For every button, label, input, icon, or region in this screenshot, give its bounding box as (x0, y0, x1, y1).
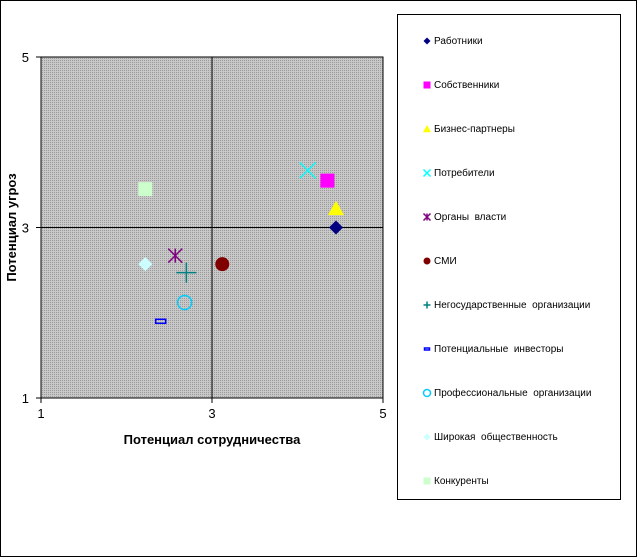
legend-label: Собственники (434, 79, 500, 91)
legend-item: Профессиональные организации (398, 383, 591, 403)
legend-item: Органы власти (398, 207, 506, 227)
legend-label: Негосударственные организации (434, 299, 591, 311)
data-point-1 (328, 220, 343, 235)
legend-marker-icon (423, 433, 431, 441)
legend-marker-icon (422, 212, 432, 222)
legend-marker-icon (423, 347, 431, 351)
data-point-3 (327, 200, 344, 216)
data-point-5 (167, 248, 183, 264)
legend-item: Негосударственные организации (398, 295, 590, 315)
data-point-9 (176, 294, 193, 311)
legend-label: Профессиональные организации (434, 387, 592, 399)
data-point-11 (138, 182, 153, 197)
legend-item: СМИ (398, 251, 457, 271)
legend-item: Бизнес-партнеры (398, 119, 515, 139)
data-point-10 (138, 257, 153, 272)
y-tick-label: 5 (22, 50, 29, 65)
legend-marker-icon (423, 257, 431, 265)
legend-marker-icon (423, 301, 431, 309)
legend-marker-icon (423, 37, 431, 45)
x-axis-title: Потенциал сотрудничества (124, 432, 302, 447)
legend-item: Работники (398, 31, 483, 51)
y-axis-title: Потенциал угроз (4, 173, 19, 282)
legend-label: СМИ (434, 255, 457, 267)
legend-label: Работники (434, 35, 483, 47)
legend-item: Потребители (398, 163, 495, 183)
legend-marker-icon (422, 388, 432, 398)
legend-label: Органы власти (434, 211, 507, 223)
legend-label: Потенциальные инвесторы (434, 343, 564, 355)
legend-marker-icon (423, 125, 431, 133)
legend-item: Потенциальные инвесторы (398, 339, 563, 359)
legend: Работники Собственники Бизнес-партнеры Потр… (397, 14, 621, 500)
legend-item: Собственники (398, 75, 499, 95)
legend-label: Широкая общественность (434, 431, 558, 443)
data-point-4 (299, 161, 317, 179)
legend-marker-icon (423, 81, 431, 89)
legend-item: Широкая общественность (398, 427, 558, 447)
legend-marker-icon (422, 168, 432, 178)
y-tick-label: 3 (22, 221, 29, 236)
legend-marker-icon (423, 477, 431, 485)
legend-label: Конкуренты (434, 475, 489, 487)
y-tick-label: 1 (22, 391, 29, 406)
legend-label: Бизнес-партнеры (434, 123, 515, 135)
data-point-8 (154, 318, 167, 325)
data-point-7 (176, 262, 197, 283)
x-tick-label: 3 (208, 406, 215, 421)
legend-label: Потребители (434, 167, 495, 179)
x-tick-label: 1 (37, 406, 44, 421)
data-point-6 (215, 257, 230, 272)
data-point-2 (320, 173, 335, 188)
legend-item: Конкуренты (398, 471, 489, 491)
x-tick-label: 5 (379, 406, 386, 421)
